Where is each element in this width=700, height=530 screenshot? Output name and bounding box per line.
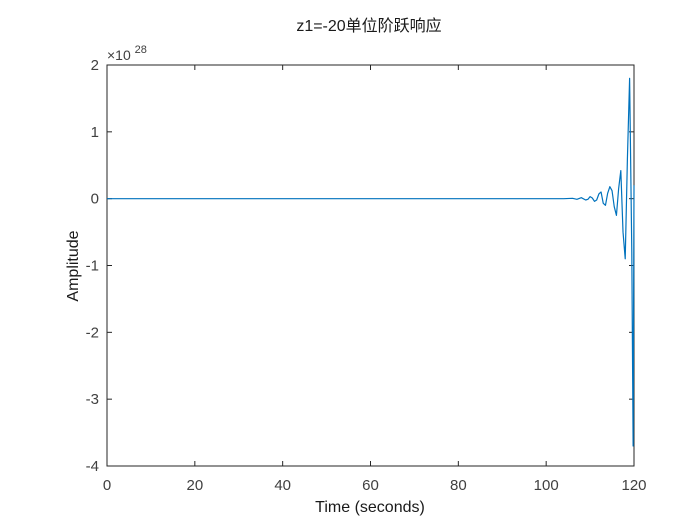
y-multiplier-base: ×10 bbox=[107, 47, 131, 63]
x-tick-label: 80 bbox=[450, 477, 467, 494]
y-tick-label: -1 bbox=[86, 258, 99, 275]
x-tick-label: 100 bbox=[534, 477, 559, 494]
x-tick-label: 0 bbox=[103, 477, 111, 494]
y-tick-label: 2 bbox=[91, 57, 99, 74]
x-tick-label: 60 bbox=[362, 477, 379, 494]
y-tick-label: -2 bbox=[86, 324, 99, 341]
axis-ticks bbox=[106, 64, 635, 467]
axis-tick-labels: 0 20 40 60 80 100 120 2 1 0 -1 -2 -3 -4 bbox=[86, 57, 647, 494]
chart-title: z1=-20单位阶跃响应 bbox=[296, 16, 441, 35]
y-tick-label: 0 bbox=[91, 191, 99, 208]
series-group bbox=[107, 77, 635, 447]
plot-area bbox=[106, 64, 635, 467]
y-multiplier-label: ×10 28 bbox=[107, 44, 147, 63]
y-multiplier-exponent: 28 bbox=[135, 44, 147, 56]
x-tick-label: 40 bbox=[274, 477, 291, 494]
x-tick-label: 120 bbox=[621, 477, 646, 494]
x-axis-label: Time (seconds) bbox=[315, 499, 425, 516]
x-tick-label: 20 bbox=[186, 477, 203, 494]
y-tick-label: 1 bbox=[91, 124, 99, 141]
y-tick-label: -4 bbox=[86, 458, 99, 475]
y-tick-label: -3 bbox=[86, 391, 99, 408]
series-line-0 bbox=[107, 77, 635, 447]
y-axis-label: Amplitude bbox=[65, 230, 82, 301]
